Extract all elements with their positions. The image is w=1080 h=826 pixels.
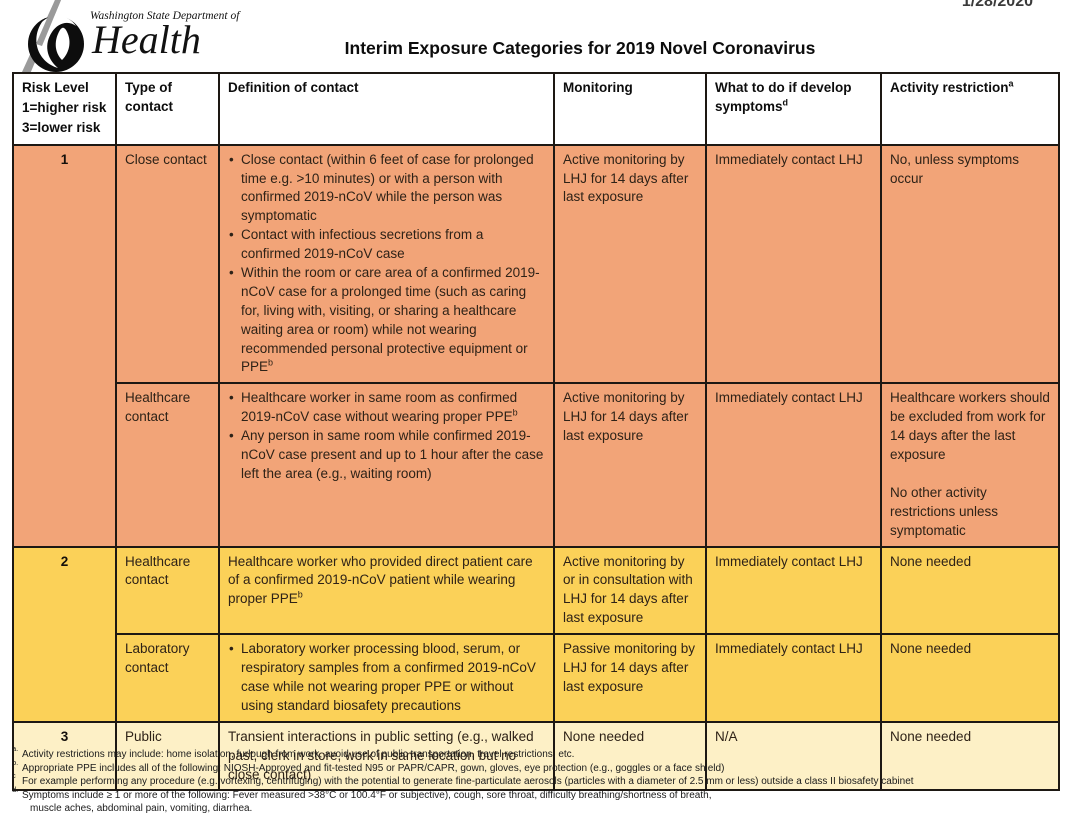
footnote-b: b. Appropriate PPE includes all of the fo… [12, 757, 725, 774]
header-type-of-contact: Type of contact [115, 72, 220, 146]
table-row: 2 Healthcare contact Healthcare worker w… [12, 545, 1060, 723]
definition-bullet: Within the room or care area of a confir… [228, 264, 545, 377]
symptoms-cell: Immediately contact LHJ [705, 545, 882, 636]
table-row: 1 Close contact Close contact (within 6 … [12, 143, 1060, 548]
logo-department-text: Washington State Department of [90, 10, 240, 22]
definition-bullet: Any person in same room while confirmed … [228, 427, 545, 484]
restriction-cell: No, unless symptoms occur [880, 143, 1060, 385]
footnotes: a. Activity restrictions may include: hom… [12, 744, 1072, 816]
restriction-cell: Healthcare workers should be excluded fr… [880, 382, 1060, 548]
type-cell: Public [115, 720, 220, 792]
definition-bullet: Contact with infectious secretions from … [228, 226, 545, 264]
header-risk-level: Risk Level 1=higher risk 3=lower risk [12, 72, 117, 146]
restriction-cell: None needed [880, 720, 1060, 792]
monitoring-cell: Active monitoring by LHJ for 14 days aft… [553, 382, 707, 548]
risk-level-1-cell: 1 [12, 143, 117, 548]
type-cell: Close contact [115, 143, 220, 385]
monitoring-cell: Active monitoring by or in consultation … [553, 545, 707, 636]
type-cell: Laboratory contact [115, 633, 220, 723]
type-cell: Healthcare contact [115, 545, 220, 636]
restriction-cell: None needed [880, 545, 1060, 636]
table-row: Laboratory contact Laboratory worker pro… [13, 633, 1060, 723]
definition-bullet: Close contact (within 6 feet of case for… [228, 151, 545, 227]
monitoring-cell: None needed [553, 720, 707, 792]
symptoms-cell: Immediately contact LHJ [705, 633, 882, 723]
risk-level-2-cell: 2 [12, 545, 117, 723]
page-title: Interim Exposure Categories for 2019 Nov… [344, 38, 816, 58]
definition-cell: Healthcare worker in same room as confir… [218, 382, 555, 548]
doh-logo: Washington State Department of Health [8, 0, 268, 74]
header-definition: Definition of contact [218, 72, 555, 146]
header-monitoring: Monitoring [553, 72, 707, 146]
symptoms-cell: N/A [705, 720, 882, 792]
monitoring-cell: Passive monitoring by LHJ for 14 days af… [553, 633, 707, 723]
symptoms-cell: Immediately contact LHJ [705, 143, 882, 385]
definition-cell: Transient interactions in public setting… [218, 720, 555, 792]
symptoms-cell: Immediately contact LHJ [705, 382, 882, 548]
logo-health-text: Health [92, 17, 201, 62]
header-symptoms: What to do if develop symptomsd [705, 72, 882, 146]
definition-cell: Healthcare worker who provided direct pa… [218, 545, 555, 636]
footnote-c: c For example performing any procedure (e… [12, 771, 914, 787]
definition-cell: Laboratory worker processing blood, seru… [218, 633, 555, 723]
footnote-d: d. Symptoms include ≥ 1 or more of the fo… [12, 784, 712, 814]
header-activity-restriction: Activity restrictiona [880, 72, 1060, 146]
definition-bullet: Healthcare worker in same room as confir… [228, 389, 545, 427]
footnote-a: a. Activity restrictions may include: hom… [12, 744, 575, 760]
exposure-categories-table: Risk Level 1=higher risk 3=lower risk Ty… [12, 72, 1060, 792]
type-cell: Healthcare contact [115, 382, 220, 548]
table-row: 3 Public Transient interactions in publi… [12, 720, 1060, 792]
definition-cell: Close contact (within 6 feet of case for… [218, 143, 555, 385]
document-date: 1/28/2020 [961, 0, 1033, 10]
risk-level-3-cell: 3 [12, 720, 117, 792]
table-row: Healthcare contact Healthcare worker in … [13, 382, 1060, 548]
restriction-cell: None needed [880, 633, 1060, 723]
monitoring-cell: Active monitoring by LHJ for 14 days aft… [553, 143, 707, 385]
table-header-row: Risk Level 1=higher risk 3=lower risk Ty… [12, 72, 1060, 146]
doh-swoosh-icon [22, 0, 84, 74]
definition-bullet: Laboratory worker processing blood, seru… [228, 640, 545, 716]
